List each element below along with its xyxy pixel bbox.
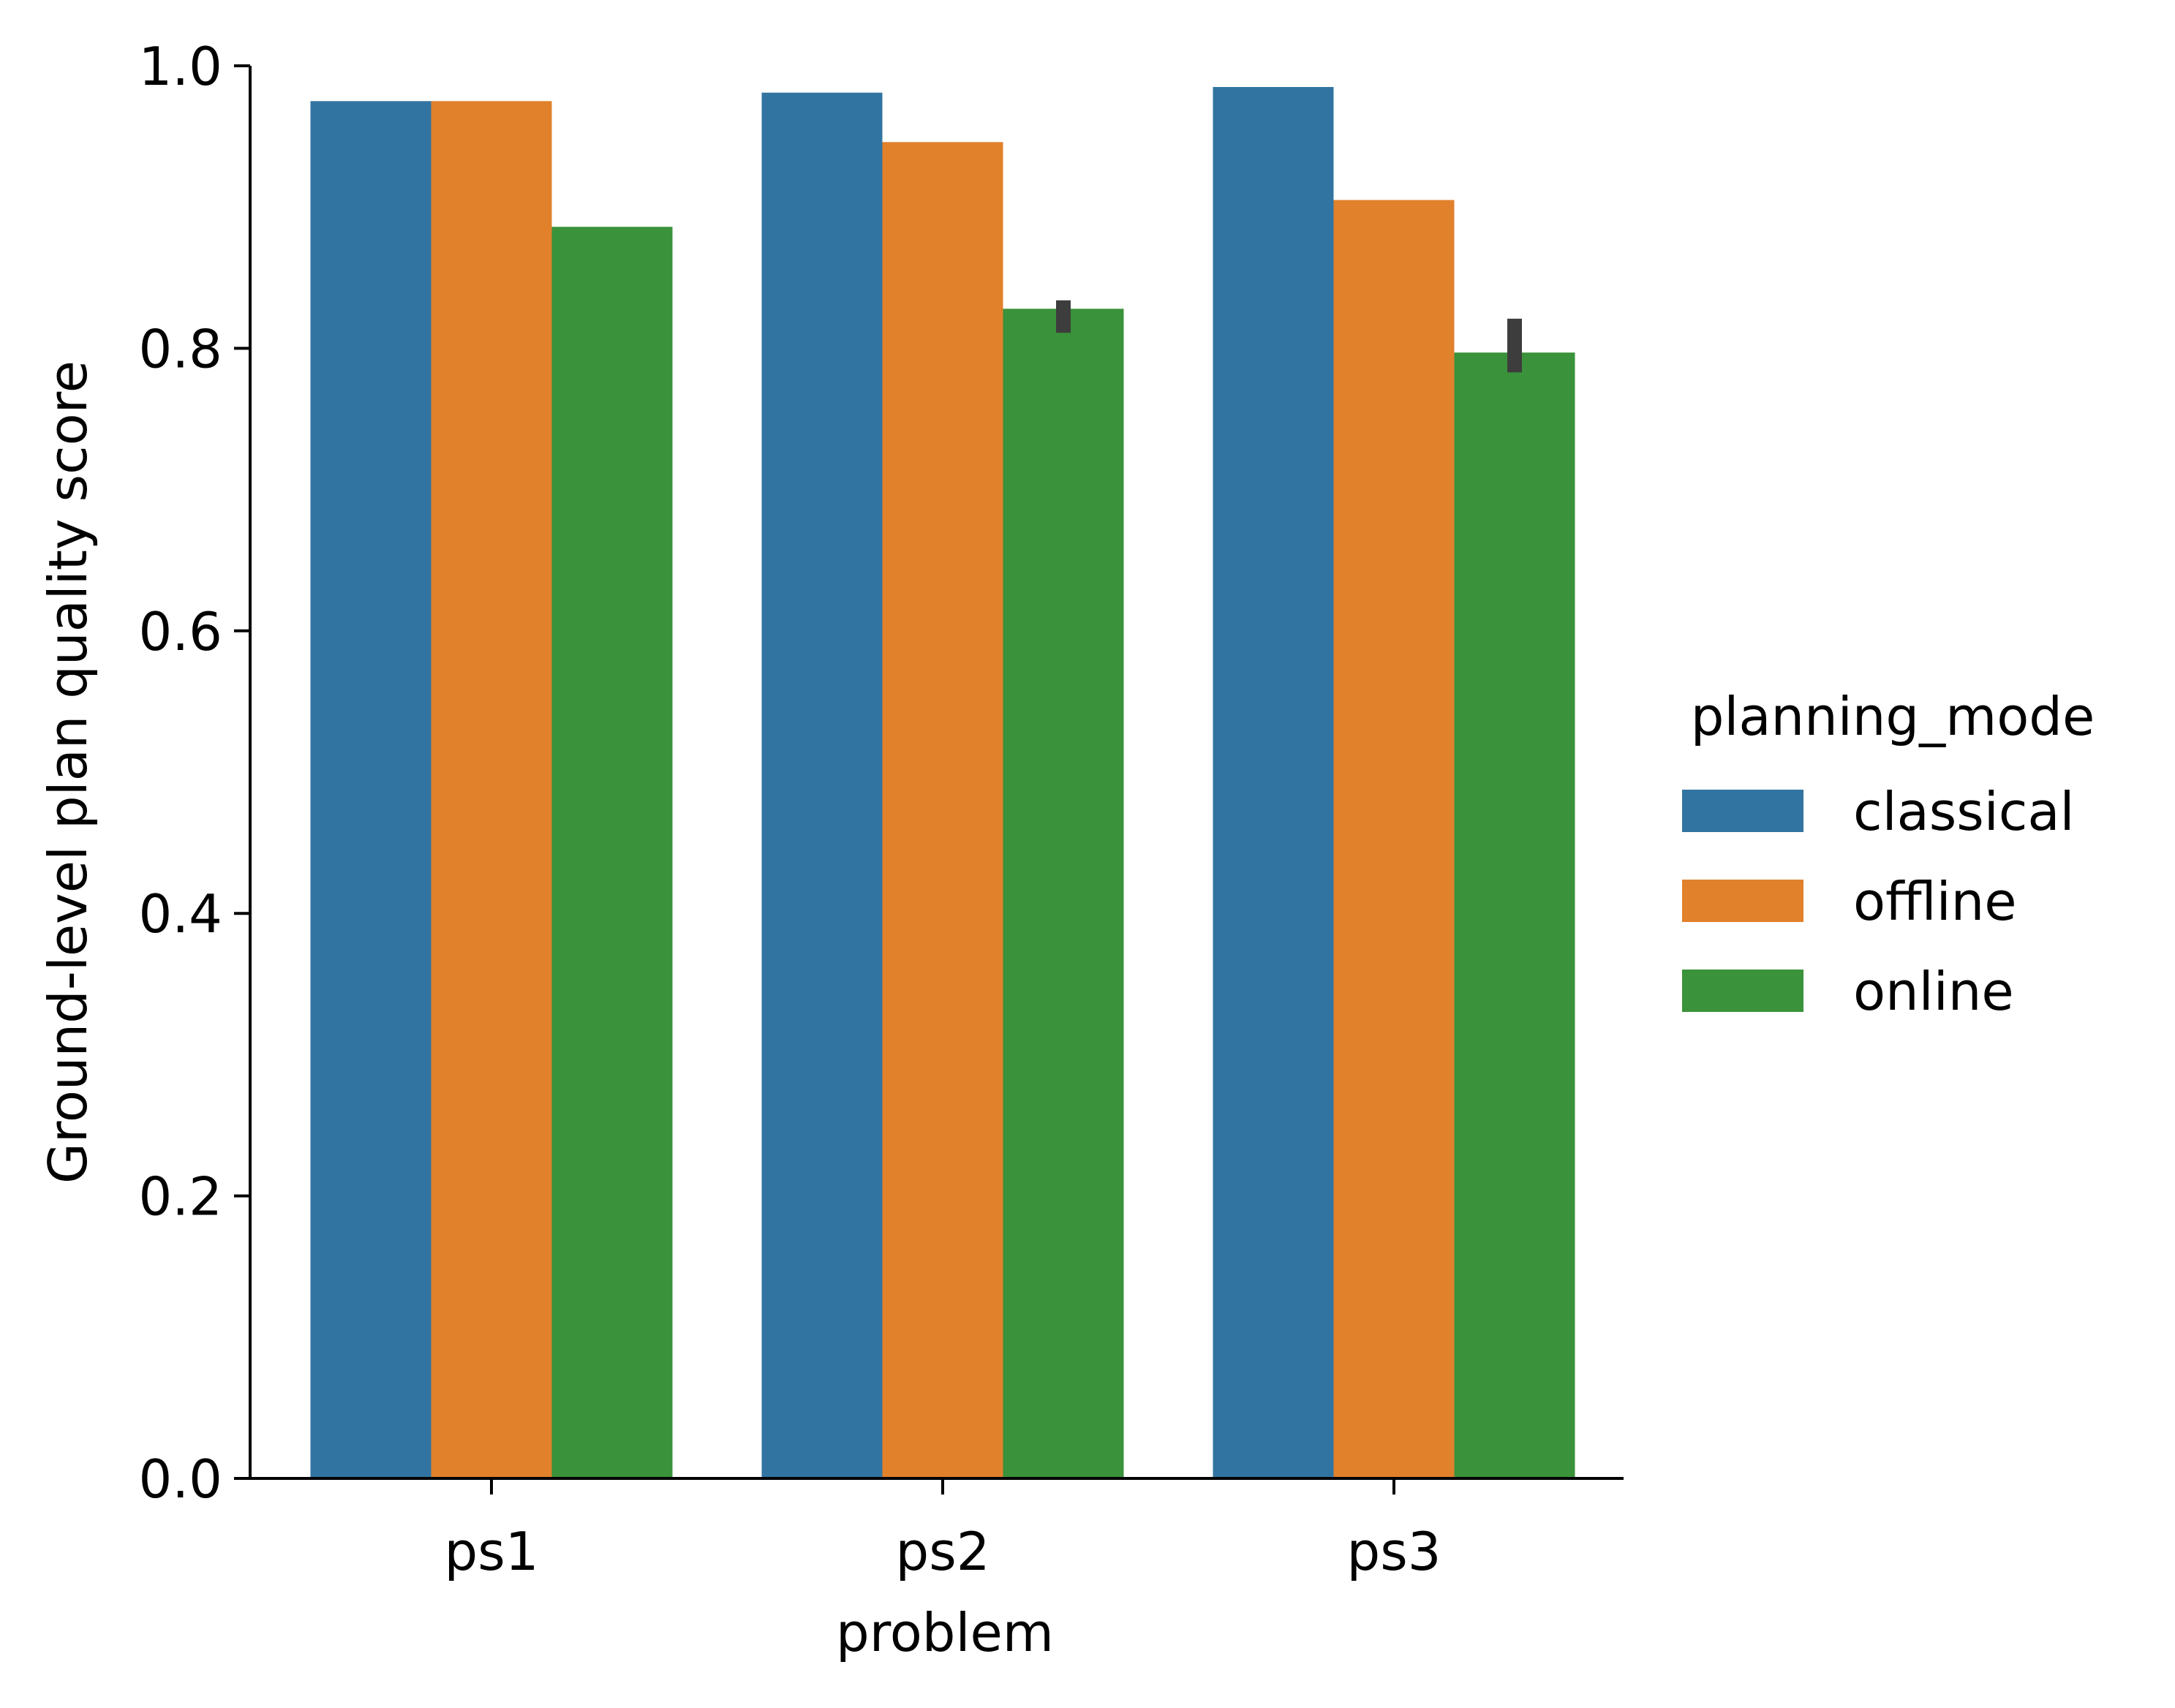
bar-ps2-online [1003, 309, 1124, 1479]
x-tick-label-ps2: ps2 [895, 1521, 990, 1582]
y-tick-label-1.0: 1.0 [138, 36, 222, 97]
y-tick-label-0.6: 0.6 [138, 601, 222, 662]
y-tick-label-0.0: 0.0 [138, 1448, 222, 1510]
y-tick-label-0.4: 0.4 [138, 883, 222, 945]
legend-title: planning_mode [1691, 686, 2095, 747]
y-ticks-group: 0.0 0.2 0.4 0.6 0.8 1.0 [138, 36, 250, 1510]
x-ticks-group: ps1 ps2 ps3 [444, 1478, 1441, 1582]
bar-ps1-classical [310, 101, 431, 1478]
legend-swatch-online [1682, 970, 1803, 1012]
legend: planning_mode classical offline online [1682, 686, 2095, 1022]
legend-label-classical: classical [1853, 781, 2074, 842]
x-axis-label: problem [836, 1602, 1054, 1663]
error-bars-group [1056, 300, 1522, 373]
bar-ps3-classical [1213, 86, 1334, 1479]
y-tick-label-0.2: 0.2 [138, 1166, 222, 1228]
legend-label-offline: offline [1853, 871, 2017, 932]
bar-ps1-online [551, 227, 673, 1478]
bars-group [310, 86, 1575, 1479]
bar-ps1-offline [431, 101, 552, 1478]
bar-ps3-online [1454, 352, 1575, 1478]
bar-ps3-offline [1333, 200, 1455, 1478]
x-tick-label-ps1: ps1 [444, 1521, 538, 1582]
bar-ps2-classical [761, 92, 883, 1478]
legend-label-online: online [1853, 961, 2014, 1022]
legend-swatch-offline [1682, 880, 1803, 922]
legend-swatch-classical [1682, 790, 1803, 832]
x-tick-label-ps3: ps3 [1346, 1521, 1441, 1582]
y-tick-label-0.8: 0.8 [138, 318, 222, 379]
bar-ps2-offline [882, 142, 1003, 1478]
y-axis-label: Ground-level plan quality score [37, 360, 99, 1184]
